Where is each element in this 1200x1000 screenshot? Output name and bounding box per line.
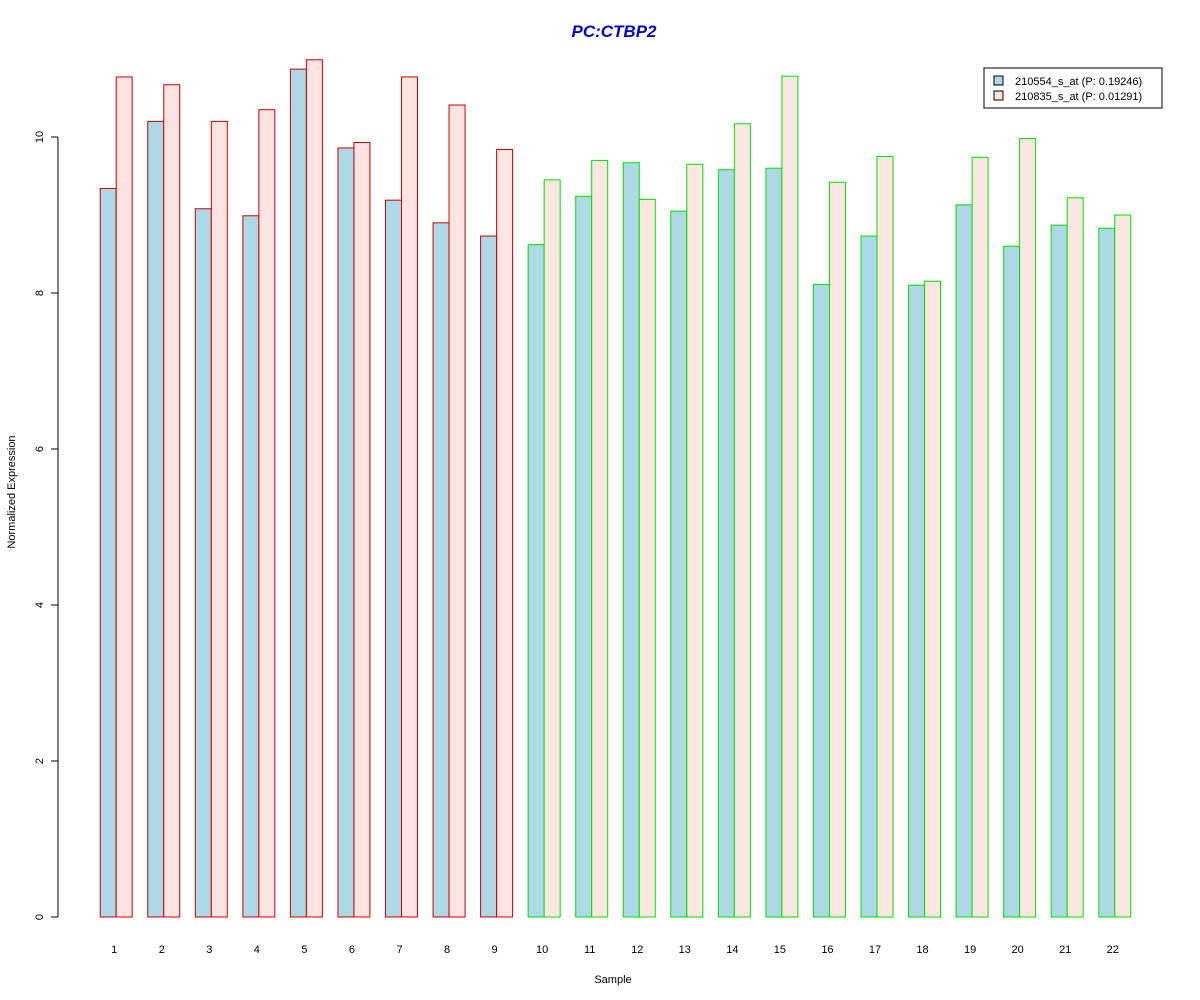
chart-title: PC:CTBP2 xyxy=(571,22,657,41)
bar-series-1 xyxy=(622,162,640,918)
x-tick-label: 6 xyxy=(349,944,355,956)
bar-series-2 xyxy=(448,104,466,918)
x-tick-label: 20 xyxy=(1012,944,1024,956)
x-tick-label: 14 xyxy=(726,944,738,956)
bar-series-1 xyxy=(812,283,830,918)
y-tick-label: 6 xyxy=(34,446,46,452)
bar-series-2 xyxy=(686,163,704,918)
bar-series-2 xyxy=(1066,197,1084,918)
legend-box xyxy=(983,67,1163,109)
bar-series-2 xyxy=(305,59,323,918)
x-tick-label: 5 xyxy=(301,944,307,956)
bar-series-2 xyxy=(543,179,561,918)
x-tick-label: 17 xyxy=(869,944,881,956)
x-tick-label: 21 xyxy=(1059,944,1071,956)
bar-series-1 xyxy=(908,284,926,918)
bar-series-1 xyxy=(575,195,593,918)
x-tick-label: 11 xyxy=(584,944,595,956)
bar-series-2 xyxy=(401,76,418,918)
y-tick-label: 10 xyxy=(34,131,46,143)
legend: 210554_s_at (P: 0.19246) 210835_s_at (P:… xyxy=(983,67,1163,109)
x-tick-label: 7 xyxy=(396,944,402,956)
bar-series-1 xyxy=(717,169,735,918)
y-tick-label: 4 xyxy=(34,602,46,608)
bar-series-1 xyxy=(289,68,307,918)
bar-series-1 xyxy=(1098,227,1116,918)
bar-series-2 xyxy=(591,159,609,918)
x-tick-label: 16 xyxy=(821,944,833,956)
bar-series-2 xyxy=(1114,214,1132,918)
bar-series-2 xyxy=(210,120,228,918)
y-tick-label: 0 xyxy=(34,914,46,920)
bar-series-2 xyxy=(115,76,133,918)
bars-group xyxy=(99,59,1132,918)
x-tick-label: 22 xyxy=(1107,944,1119,956)
bar-series-1 xyxy=(432,222,450,918)
bar-series-1 xyxy=(1003,245,1021,918)
legend-label-series-1: 210554_s_at (P: 0.19246) xyxy=(1015,76,1142,88)
bar-series-2 xyxy=(781,75,799,918)
bar-series-1 xyxy=(1050,224,1068,918)
bar-series-1 xyxy=(527,244,545,918)
x-tick-label: 2 xyxy=(159,944,165,956)
y-axis: 0 2 4 6 8 10 xyxy=(34,131,59,920)
bar-series-1 xyxy=(147,120,165,918)
bar-series-2 xyxy=(924,280,942,918)
x-tick-label: 15 xyxy=(774,944,786,956)
bar-series-1 xyxy=(242,215,260,918)
legend-label-series-2: 210835_s_at (P: 0.01291) xyxy=(1015,91,1142,103)
bar-series-1 xyxy=(99,187,117,918)
x-tick-label: 19 xyxy=(964,944,976,956)
legend-swatch-series-2 xyxy=(993,90,1004,101)
bar-series-2 xyxy=(828,181,846,918)
bar-series-1 xyxy=(955,204,973,918)
x-tick-label: 18 xyxy=(916,944,928,956)
bar-series-2 xyxy=(733,123,751,918)
x-tick-label: 8 xyxy=(444,944,450,956)
bar-series-2 xyxy=(496,148,514,918)
legend-swatch-series-1 xyxy=(993,75,1004,86)
x-tick-label: 1 xyxy=(111,944,117,956)
bar-series-1 xyxy=(385,199,402,918)
x-tick-label: 4 xyxy=(254,944,260,956)
bar-series-1 xyxy=(765,167,783,918)
bar-series-2 xyxy=(876,156,894,918)
y-axis-label: Normalized Expression xyxy=(6,435,18,548)
x-tick-label: 3 xyxy=(206,944,212,956)
bar-series-2 xyxy=(353,141,371,918)
bar-series-2 xyxy=(258,109,276,918)
bar-series-2 xyxy=(971,156,989,918)
bar-series-1 xyxy=(670,210,688,918)
x-tick-label: 12 xyxy=(631,944,643,956)
x-axis-label: Sample xyxy=(594,974,631,986)
bar-series-1 xyxy=(860,235,878,918)
x-tick-label: 13 xyxy=(679,944,691,956)
bar-series-1 xyxy=(194,208,212,918)
bar-series-1 xyxy=(480,235,498,918)
bar-series-2 xyxy=(638,198,656,918)
y-tick-label: 2 xyxy=(34,758,46,764)
bar-series-2 xyxy=(163,84,181,918)
x-tick-label: 10 xyxy=(536,944,548,956)
y-tick-label: 8 xyxy=(34,290,46,296)
x-tick-label: 9 xyxy=(492,944,498,956)
bar-series-1 xyxy=(337,147,355,918)
x-tick-labels: 1 2 3 4 5 6 7 8 9 10 11 12 13 14 15 16 17 18 19 20 21 22 xyxy=(111,944,1119,956)
bar-series-2 xyxy=(1019,138,1037,918)
